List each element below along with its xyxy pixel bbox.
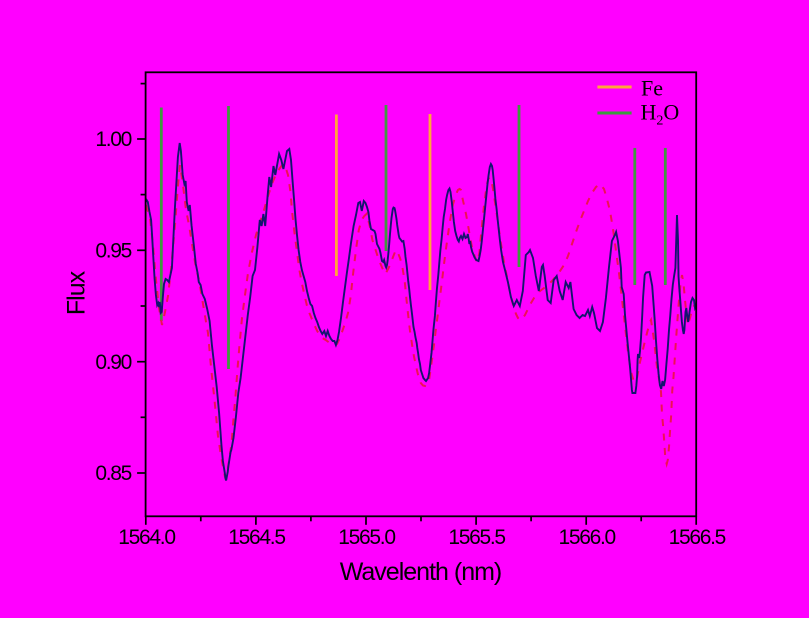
svg-text:1565.5: 1565.5 [448,526,505,549]
svg-text:Fe: Fe [641,76,663,101]
svg-text:0.95: 0.95 [95,240,131,263]
svg-text:1564.5: 1564.5 [228,526,285,549]
svg-text:0.85: 0.85 [95,462,131,485]
svg-text:0.90: 0.90 [95,351,131,374]
svg-text:1.00: 1.00 [95,128,131,151]
svg-text:1566.5: 1566.5 [669,526,726,549]
svg-text:1566.0: 1566.0 [558,526,615,549]
svg-text:Wavelenth (nm): Wavelenth (nm) [340,558,502,586]
svg-text:Flux: Flux [62,270,90,315]
svg-text:1564.0: 1564.0 [118,526,175,549]
svg-text:1565.0: 1565.0 [338,526,395,549]
